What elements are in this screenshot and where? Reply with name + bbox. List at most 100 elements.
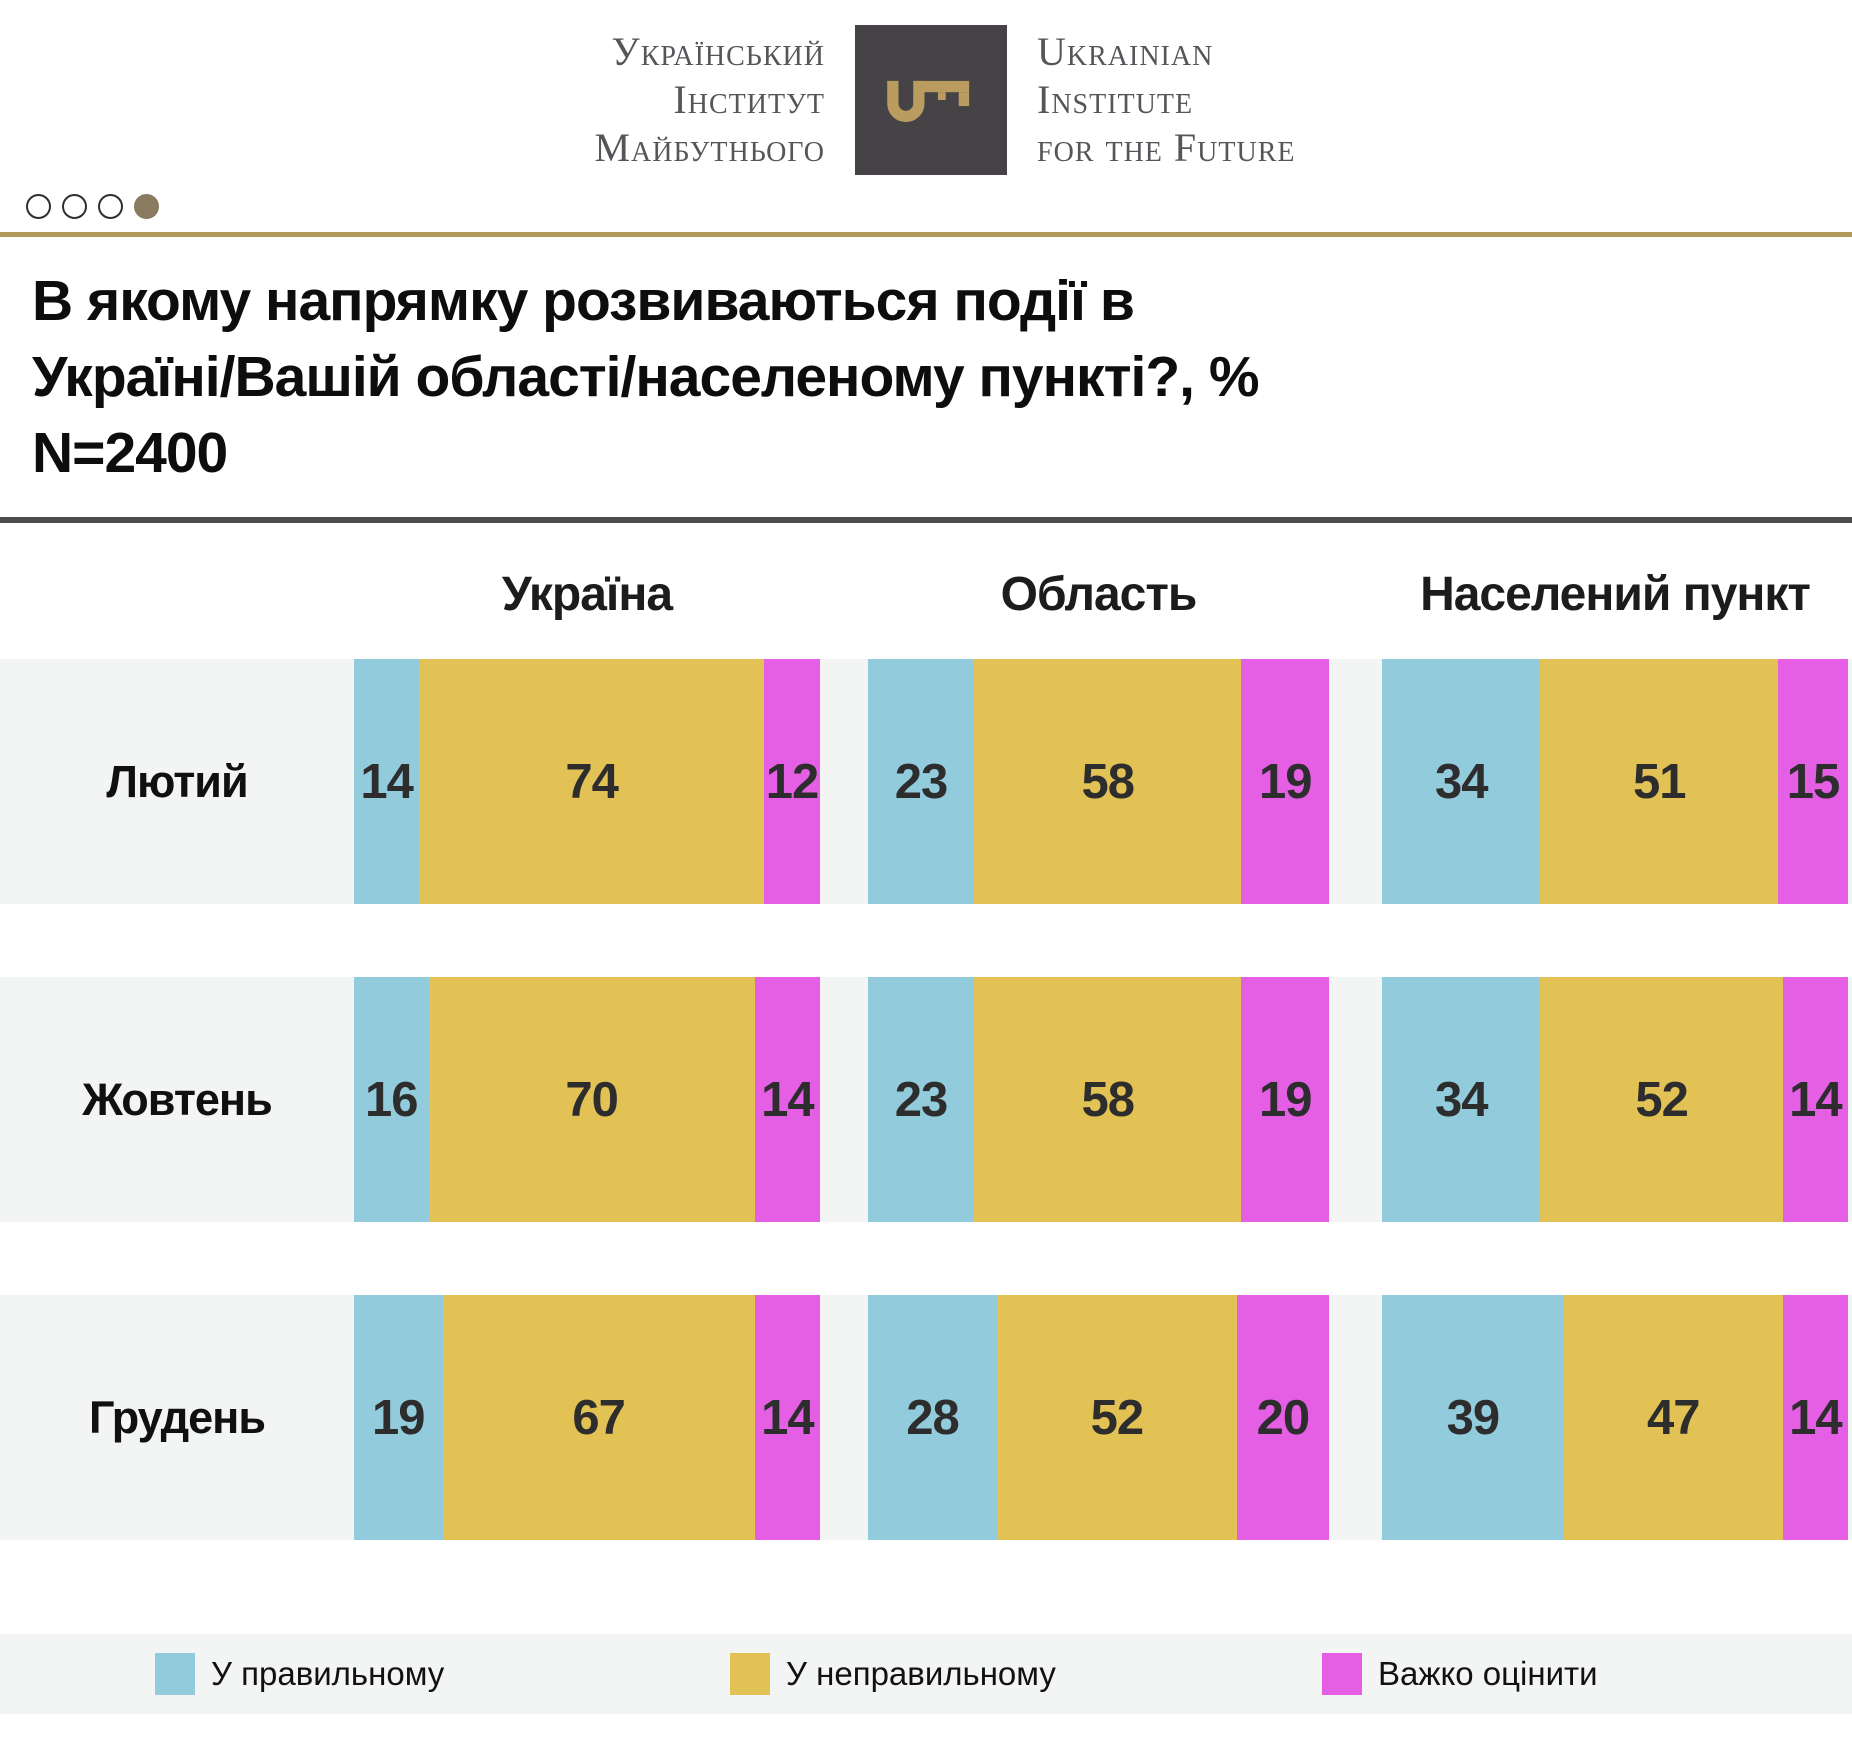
bar-segment: 23: [868, 659, 975, 904]
legend-swatch-correct: [155, 1653, 195, 1695]
logo-uk-line: Український: [611, 29, 825, 74]
legend-swatch-wrong: [730, 1653, 770, 1695]
bar-segment: 14: [754, 977, 820, 1222]
logo-mark: [855, 25, 1007, 175]
bar-segment: 74: [419, 659, 765, 904]
bar-segment: 52: [1540, 977, 1783, 1222]
legend-label: Важко оцінити: [1378, 1655, 1598, 1692]
column-header-oblast: Область: [1000, 568, 1198, 621]
row-label: Лютий: [106, 755, 248, 807]
bar-segment: 47: [1563, 1295, 1783, 1540]
segment-value: 34: [1434, 754, 1489, 809]
logo-uk-line: Інститут: [673, 77, 825, 122]
logo-en-line: Ukrainian: [1037, 29, 1214, 74]
gold-divider: [0, 232, 1852, 237]
bar-segment: 58: [974, 977, 1242, 1222]
segment-value: 14: [761, 1390, 815, 1445]
bar-segment: 20: [1236, 1295, 1329, 1540]
legend-item: У правильному: [155, 1634, 444, 1714]
segment-value: 47: [1646, 1390, 1701, 1445]
title-line: В якому напрямку розвиваються події в: [32, 269, 1135, 333]
segment-value: 34: [1434, 1072, 1489, 1127]
segment-value: 58: [1081, 754, 1135, 809]
segment-value: 12: [765, 754, 820, 809]
segment-value: 52: [1090, 1390, 1145, 1445]
stacked-bar: 23 58 19: [868, 659, 1329, 904]
segment-value: 19: [372, 1390, 426, 1445]
title-line: Україні/Вашій області/населеному пункті?…: [32, 345, 1260, 409]
legend-label: У правильному: [211, 1655, 445, 1692]
stacked-bar: 34 51 15: [1382, 659, 1848, 904]
column-headers: Україна Область Населений пункт: [0, 567, 1852, 625]
segment-value: 67: [572, 1390, 626, 1445]
segment-value: 15: [1786, 754, 1841, 809]
logo-name-ukrainian: Український Інститут Майбутнього: [455, 28, 825, 172]
bar-segment: 58: [974, 659, 1242, 904]
column-header-naselenyi-punkt: Населений пункт: [1420, 568, 1811, 621]
chart-row: Лютий 14 74 12 23 58 19 34 51 15: [0, 659, 1852, 904]
pagination-dot[interactable]: [98, 193, 123, 219]
pagination: [26, 193, 1852, 219]
bar-segment: 14: [754, 1295, 820, 1540]
segment-value: 19: [1258, 754, 1313, 809]
stacked-bar: 34 52 14: [1382, 977, 1848, 1222]
key-icon: [887, 80, 970, 123]
segment-value: 51: [1633, 754, 1687, 809]
legend-item: Важко оцінити: [1322, 1634, 1598, 1714]
row-label: Грудень: [88, 1391, 266, 1443]
segment-value: 23: [894, 1072, 949, 1127]
page-title: В якому напрямку розвиваються події в Ук…: [32, 263, 1822, 491]
legend-label: У неправильному: [786, 1655, 1056, 1692]
chart-row: Жовтень 16 70 14 23 58 19 34 52 14: [0, 977, 1852, 1222]
segment-value: 28: [906, 1390, 960, 1445]
segment-value: 74: [565, 754, 619, 809]
pagination-dot[interactable]: [26, 193, 51, 219]
segment-value: 39: [1446, 1390, 1501, 1445]
bar-segment: 16: [354, 977, 429, 1222]
bar-segment: 39: [1382, 1295, 1564, 1540]
legend-swatch-hard: [1322, 1653, 1362, 1695]
stacked-bar: 19 67 14: [354, 1295, 820, 1540]
logo-en-line: for the Future: [1037, 125, 1296, 170]
stacked-bar: 39 47 14: [1382, 1295, 1848, 1540]
segment-value: 23: [894, 754, 949, 809]
row-label: Жовтень: [82, 1073, 273, 1125]
bar-segment: 19: [1241, 659, 1329, 904]
bar-segment: 51: [1540, 659, 1779, 904]
stacked-bar: 14 74 12: [354, 659, 820, 904]
segment-value: 20: [1256, 1390, 1311, 1445]
bar-segment: 19: [1241, 977, 1329, 1222]
bar-segment: 14: [354, 659, 420, 904]
bar-segment: 52: [997, 1295, 1237, 1540]
dark-divider: [0, 517, 1852, 523]
segment-value: 70: [565, 1072, 619, 1127]
pagination-dot[interactable]: [62, 193, 87, 219]
bar-segment: 23: [868, 977, 975, 1222]
stacked-bar: 23 58 19: [868, 977, 1329, 1222]
stacked-bar: 16 70 14: [354, 977, 820, 1222]
title-line: N=2400: [32, 421, 228, 485]
bar-segment: 28: [868, 1295, 998, 1540]
bar-segment: 34: [1382, 659, 1541, 904]
bar-segment: 15: [1778, 659, 1848, 904]
segment-value: 19: [1258, 1072, 1313, 1127]
bar-segment: 14: [1782, 1295, 1848, 1540]
segment-value: 14: [360, 754, 414, 809]
segment-value: 58: [1081, 1072, 1135, 1127]
bar-segment: 70: [428, 977, 755, 1222]
legend: У правильному У неправильному Важко оцін…: [0, 1634, 1852, 1714]
segment-value: 14: [761, 1072, 815, 1127]
bar-segment: 12: [764, 659, 820, 904]
stacked-bar: 28 52 20: [868, 1295, 1329, 1540]
segment-value: 16: [365, 1072, 419, 1127]
pagination-dot-active[interactable]: [134, 193, 159, 219]
bar-segment: 67: [442, 1295, 755, 1540]
chart-rows: Лютий 14 74 12 23 58 19 34 51 15 Жовтень 16 70 14 23 58…: [0, 659, 1852, 1540]
logo-header: Український Інститут Майбутнього Ukraini…: [0, 0, 1852, 176]
column-header-ukraina: Україна: [501, 568, 673, 621]
chart-row: Грудень 19 67 14 28 52 20 39 47 14: [0, 1295, 1852, 1540]
segment-value: 14: [1789, 1390, 1843, 1445]
bar-segment: 14: [1782, 977, 1848, 1222]
logo-uk-line: Майбутнього: [594, 125, 825, 170]
